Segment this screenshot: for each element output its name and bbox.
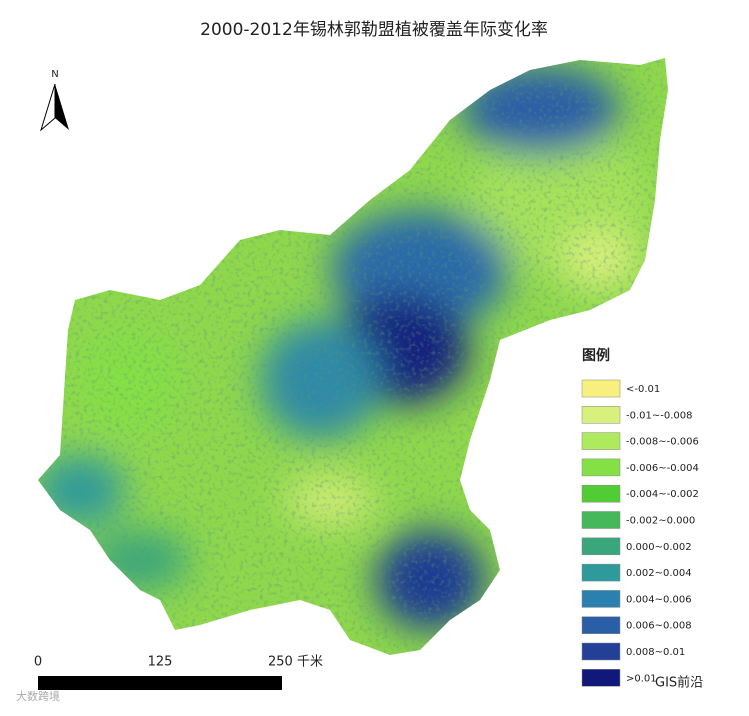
legend-swatch [581,379,621,398]
legend-label: -0.008~-0.006 [626,437,699,448]
scale-label: 125 [148,655,173,670]
legend-label: 0.002~0.004 [626,568,692,579]
legend-swatch [581,642,621,661]
legend-title: 图例 [582,347,610,364]
legend-label: -0.01~-0.008 [626,410,693,421]
legend-swatch [581,616,621,634]
legend-label: 0.004~0.006 [626,594,692,605]
legend-swatch [581,458,621,477]
legend-swatch [581,406,621,424]
legend-label: -0.004~-0.002 [626,489,699,500]
legend-label: 0.008~0.01 [626,647,685,658]
scale-bar-fill [38,676,282,690]
north-label: N [51,69,58,80]
legend-swatch [581,432,621,450]
legend-label: <-0.01 [626,384,660,395]
legend-swatch [581,511,621,529]
scale-label: 0 [34,655,42,670]
watermark: 大数跨境 [16,689,60,703]
legend-swatch [581,590,621,608]
legend-swatch [581,484,621,503]
watermark: GIS前沿 [655,675,703,691]
legend-label: -0.006~-0.004 [626,463,699,474]
legend-swatch [581,669,621,687]
legend-swatch [581,537,621,556]
legend-label: -0.002~0.000 [626,516,695,527]
map-title: 2000-2012年锡林郭勒盟植被覆盖年际变化率 [200,20,548,40]
legend-swatch [581,563,621,582]
legend-label: 0.000~0.002 [626,542,692,553]
scale-bar: 0 125 250 千米 [34,655,323,690]
legend: 图例 <-0.01 -0.01~-0.008 -0.008~-0.006 -0.006… [581,347,699,687]
scale-label: 250 千米 [268,655,323,670]
legend-label: 0.006~0.008 [626,621,692,632]
legend-label: >0.01 [626,673,657,684]
north-arrow: N [40,69,69,132]
